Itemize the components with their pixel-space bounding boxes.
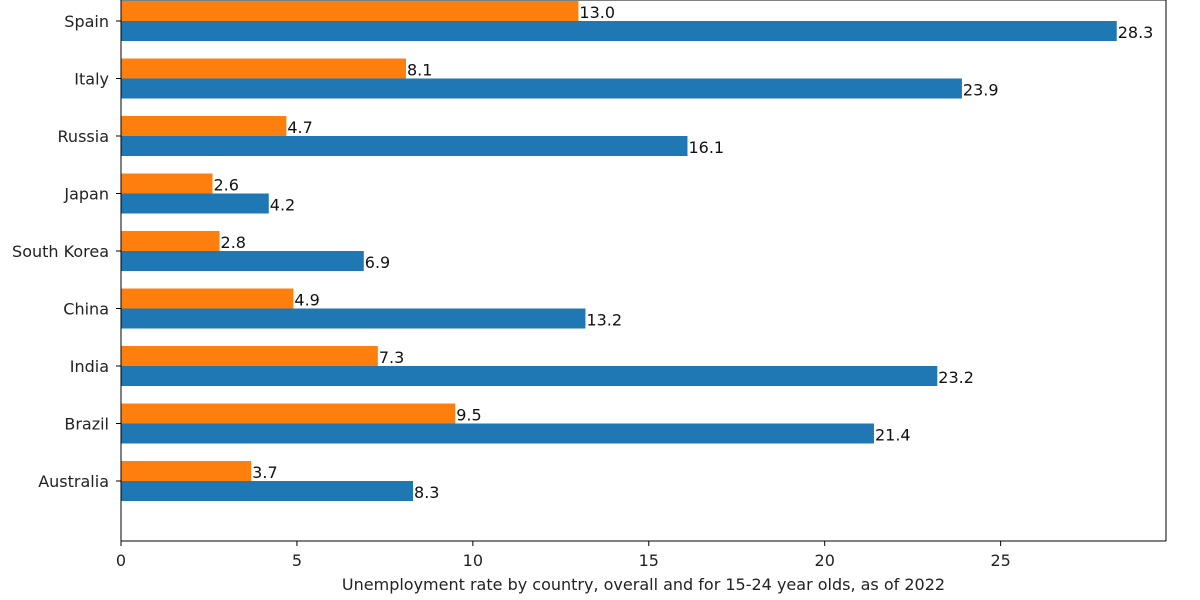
x-tick-label: 10 xyxy=(463,551,483,570)
bar-blue-spain xyxy=(121,21,1117,41)
bar-blue-south-korea xyxy=(121,251,364,271)
y-tick-label: India xyxy=(70,357,109,376)
bar-blue-italy xyxy=(121,78,962,99)
x-tick-label: 5 xyxy=(292,551,302,570)
y-tick-label: South Korea xyxy=(12,242,109,261)
bar-orange-australia xyxy=(121,461,252,481)
x-tick-label: 20 xyxy=(815,551,835,570)
data-label-orange: 3.7 xyxy=(252,463,277,482)
bar-blue-russia xyxy=(121,136,688,156)
data-label-orange: 13.0 xyxy=(579,3,615,22)
data-label-blue: 4.2 xyxy=(270,196,295,215)
bar-blue-japan xyxy=(121,193,269,214)
data-label-orange: 2.6 xyxy=(213,176,238,195)
data-label-orange: 7.3 xyxy=(379,348,404,367)
data-label-blue: 8.3 xyxy=(414,483,439,502)
axes-layer xyxy=(116,0,1167,546)
labels-layer: 13.0 28.3 Spain 8.1 23.9 Italy 4.7 16.1 Russia 2.… xyxy=(12,3,1153,570)
data-label-blue: 28.3 xyxy=(1118,23,1154,42)
bar-blue-australia xyxy=(121,481,414,501)
y-tick-label: Brazil xyxy=(64,415,109,434)
data-label-blue: 23.9 xyxy=(963,81,999,100)
data-label-orange: 8.1 xyxy=(407,61,432,80)
x-axis-title: Unemployment rate by country, overall an… xyxy=(342,575,945,594)
data-label-blue: 23.2 xyxy=(938,368,974,387)
y-tick-label: Russia xyxy=(58,127,109,146)
y-tick-label: Spain xyxy=(64,12,109,31)
bar-blue-brazil xyxy=(121,423,874,444)
bar-orange-india xyxy=(121,346,378,366)
bar-orange-russia xyxy=(121,116,287,136)
bar-orange-spain xyxy=(121,1,579,21)
bar-orange-brazil xyxy=(121,403,456,424)
data-label-blue: 16.1 xyxy=(688,138,724,157)
data-label-blue: 13.2 xyxy=(586,311,622,330)
bar-orange-south-korea xyxy=(121,231,220,251)
data-label-blue: 21.4 xyxy=(875,426,911,445)
y-tick-label: Australia xyxy=(38,472,109,491)
bar-blue-india xyxy=(121,366,938,386)
data-label-orange: 9.5 xyxy=(456,406,481,425)
bars-layer xyxy=(121,1,1117,501)
x-tick-label: 25 xyxy=(990,551,1010,570)
bar-orange-italy xyxy=(121,58,406,79)
y-tick-label: Japan xyxy=(63,185,109,204)
y-tick-label: Italy xyxy=(74,70,109,89)
data-label-orange: 2.8 xyxy=(221,233,246,252)
x-tick-label: 0 xyxy=(116,551,126,570)
bar-orange-china xyxy=(121,288,294,309)
y-tick-label: China xyxy=(63,300,109,319)
bar-orange-japan xyxy=(121,173,213,194)
data-label-orange: 4.9 xyxy=(294,291,319,310)
bar-blue-china xyxy=(121,308,586,329)
x-tick-label: 15 xyxy=(639,551,659,570)
data-label-orange: 4.7 xyxy=(287,118,312,137)
data-label-blue: 6.9 xyxy=(365,253,390,272)
